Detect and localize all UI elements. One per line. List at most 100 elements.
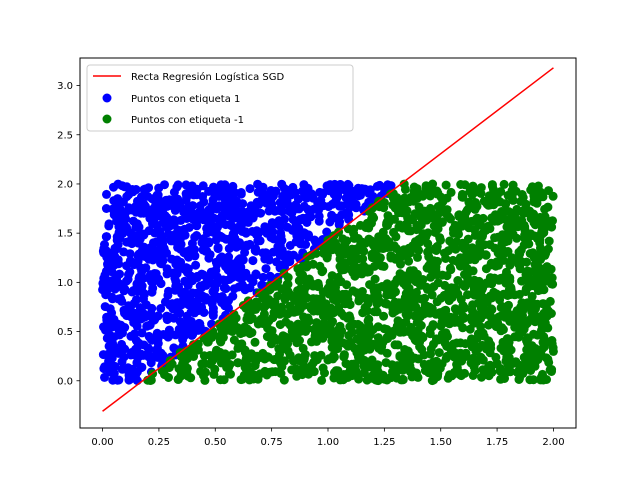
point-label-1	[135, 234, 145, 244]
point-label-1	[265, 271, 275, 281]
point-label-neg1	[464, 219, 474, 229]
point-label-neg1	[518, 206, 528, 216]
point-label-1	[123, 274, 133, 284]
point-label-neg1	[395, 351, 405, 361]
legend-label-series-neg1: Puntos con etiqueta -1	[131, 115, 244, 126]
point-label-neg1	[216, 337, 226, 347]
point-label-1	[137, 264, 147, 274]
point-label-neg1	[476, 220, 486, 230]
point-label-neg1	[303, 313, 313, 323]
point-label-1	[137, 246, 147, 256]
point-label-neg1	[362, 306, 372, 316]
point-label-neg1	[216, 375, 225, 385]
point-label-neg1	[489, 287, 499, 297]
point-label-neg1	[548, 279, 558, 289]
point-label-neg1	[290, 296, 300, 305]
point-label-1	[192, 231, 202, 240]
point-label-neg1	[400, 184, 410, 194]
point-label-1	[285, 257, 295, 267]
y-axis: 0.0 0.5 1.0 1.5 2.0 2.5 3.0	[57, 81, 80, 387]
x-axis: 0.00 0.25 0.50 0.75 1.00 1.25 1.50 1.75 2.00	[91, 428, 565, 448]
point-label-1	[349, 186, 359, 196]
point-label-1	[324, 186, 334, 196]
x-tick-label: 1.75	[486, 437, 508, 448]
point-label-neg1	[484, 191, 494, 201]
point-label-1	[266, 233, 276, 242]
point-label-neg1	[413, 293, 422, 303]
point-label-neg1	[251, 297, 261, 307]
point-label-1	[152, 210, 162, 220]
point-label-neg1	[431, 266, 441, 275]
y-tick-label: 0.5	[57, 327, 73, 338]
point-label-1	[119, 247, 129, 257]
point-label-1	[124, 370, 134, 380]
point-label-1	[98, 278, 108, 288]
point-label-neg1	[405, 266, 415, 276]
point-label-1	[343, 209, 353, 219]
point-label-neg1	[363, 299, 373, 309]
legend-marker-label-1	[102, 93, 112, 103]
point-label-1	[206, 271, 216, 281]
point-label-neg1	[330, 344, 339, 354]
point-label-1	[147, 287, 157, 297]
point-label-neg1	[538, 221, 548, 230]
point-label-neg1	[429, 357, 438, 367]
point-label-1	[140, 312, 150, 322]
point-label-1	[157, 259, 166, 269]
point-label-neg1	[481, 250, 491, 260]
point-label-neg1	[495, 295, 505, 305]
point-label-1	[103, 259, 112, 269]
point-label-neg1	[197, 359, 207, 369]
point-label-1	[118, 328, 127, 338]
point-label-1	[183, 205, 192, 215]
point-label-1	[154, 274, 164, 284]
point-label-neg1	[501, 278, 511, 288]
point-label-neg1	[412, 318, 422, 327]
series-label-neg1-points	[143, 179, 558, 386]
point-label-1	[113, 294, 123, 304]
point-label-neg1	[383, 288, 393, 298]
point-label-neg1	[391, 254, 401, 264]
point-label-neg1	[282, 279, 292, 289]
point-label-neg1	[502, 267, 511, 277]
legend-box	[86, 64, 354, 132]
point-label-1	[218, 275, 228, 285]
point-label-neg1	[471, 198, 480, 207]
point-label-1	[301, 240, 311, 249]
point-label-neg1	[225, 360, 235, 369]
point-label-neg1	[445, 371, 455, 381]
point-label-1	[325, 217, 335, 227]
point-label-neg1	[487, 279, 497, 289]
point-label-neg1	[279, 375, 289, 385]
point-label-1	[364, 189, 374, 198]
point-label-1	[115, 233, 125, 243]
regression-line	[102, 67, 554, 412]
point-label-1	[194, 207, 204, 217]
point-label-neg1	[325, 277, 335, 287]
point-label-1	[236, 188, 246, 197]
point-label-1	[165, 330, 175, 340]
point-label-neg1	[370, 361, 380, 371]
point-label-1	[332, 193, 342, 203]
point-label-neg1	[492, 257, 502, 267]
point-label-1	[117, 357, 127, 367]
point-label-1	[193, 325, 203, 335]
point-label-neg1	[486, 343, 496, 353]
point-label-neg1	[354, 296, 364, 306]
point-label-neg1	[526, 366, 536, 375]
point-label-neg1	[471, 341, 481, 351]
point-label-1	[198, 181, 208, 191]
point-label-neg1	[289, 307, 299, 317]
point-label-neg1	[199, 351, 209, 361]
point-label-neg1	[302, 323, 312, 333]
point-label-1	[258, 188, 267, 197]
point-label-neg1	[253, 319, 263, 329]
point-label-neg1	[410, 353, 420, 363]
point-label-neg1	[460, 180, 470, 190]
point-label-neg1	[263, 352, 273, 362]
point-label-1	[182, 250, 192, 260]
point-label-1	[109, 182, 118, 192]
point-label-neg1	[422, 308, 431, 318]
x-tick-label: 0.50	[204, 437, 226, 448]
